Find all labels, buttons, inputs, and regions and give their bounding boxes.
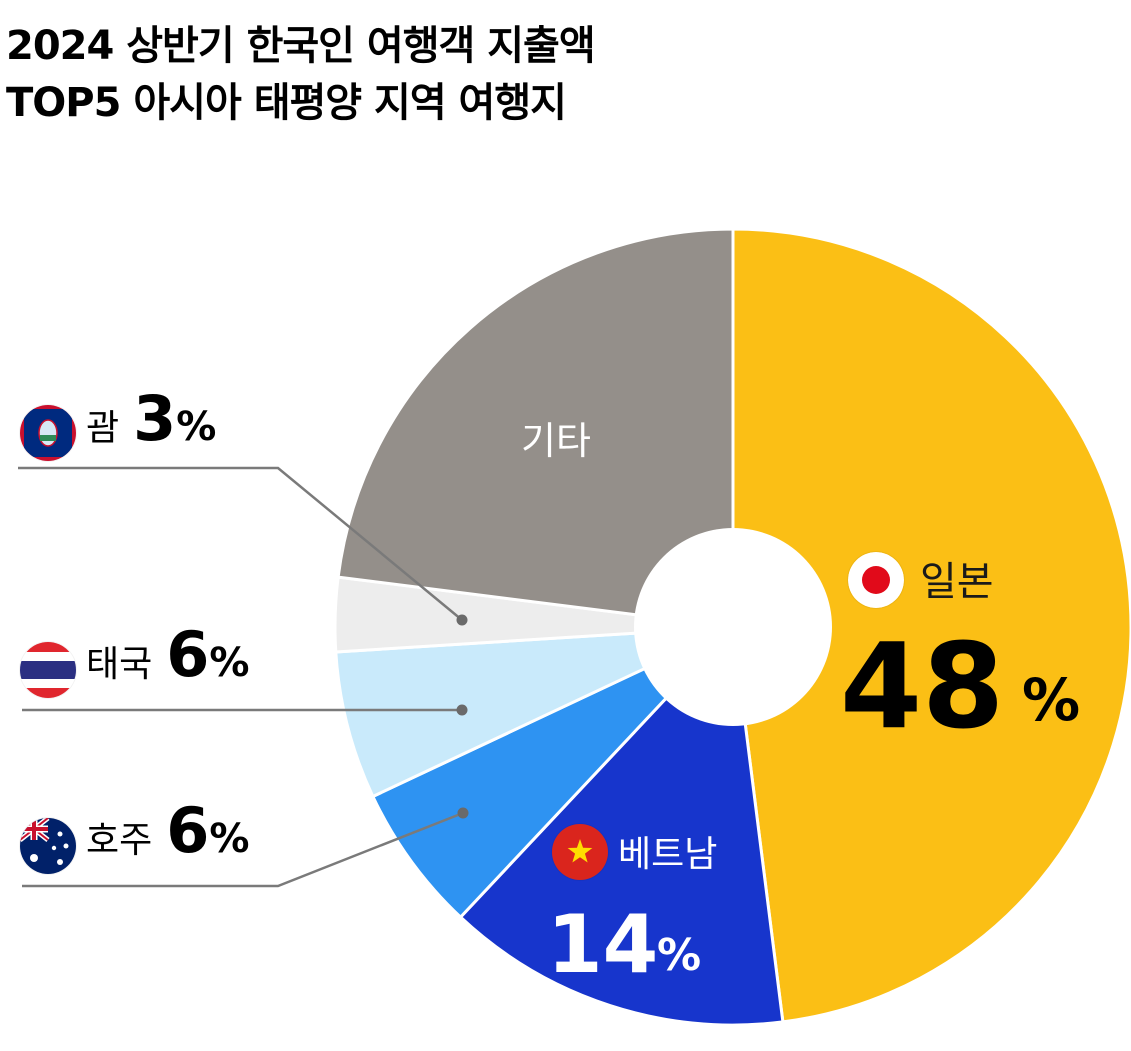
guam-flag-icon xyxy=(20,405,76,461)
japan-flag-icon xyxy=(848,552,904,608)
slice-label-others: 기타 xyxy=(521,419,591,463)
slice-value-japan: 48 xyxy=(840,617,1004,755)
callout-guam: 괌 3% xyxy=(86,382,216,455)
slice-label-japan: 일본 xyxy=(920,559,994,605)
slice-unit-japan: % xyxy=(1022,666,1080,734)
callout-value-guam: 3 xyxy=(133,382,176,455)
thailand-flag-icon xyxy=(20,642,76,698)
pie-slice-0 xyxy=(731,227,1131,1024)
slice-unit-vietnam: % xyxy=(657,930,701,981)
callout-unit-thailand: % xyxy=(209,640,250,686)
australia-flag-icon xyxy=(20,818,76,874)
slice-label-vietnam: 베트남 xyxy=(618,834,717,875)
title-line-2: TOP5 아시아 태평양 지역 여행지 xyxy=(6,80,567,126)
callout-label-thailand: 태국 xyxy=(86,644,153,685)
leader-dot-guam xyxy=(456,614,468,626)
vietnam-flag-icon xyxy=(552,824,608,880)
callout-value-australia: 6 xyxy=(166,794,209,867)
pie-slice-2 xyxy=(371,625,735,919)
callout-unit-australia: % xyxy=(209,816,250,862)
leader-dot-thailand xyxy=(456,704,468,716)
callout-label-australia: 호주 xyxy=(86,820,153,861)
pie-slice-5 xyxy=(336,227,735,629)
chart-title: 2024 상반기 한국인 여행객 지출액 TOP5 아시아 태평양 지역 여행지 xyxy=(6,18,596,132)
leader-line-guam xyxy=(18,466,463,621)
pie-slice-3 xyxy=(334,625,735,798)
callout-label-guam: 괌 xyxy=(86,408,120,449)
title-line-1: 2024 상반기 한국인 여행객 지출액 xyxy=(6,23,596,69)
callout-thailand: 태국 6% xyxy=(86,618,249,691)
callout-australia: 호주 6% xyxy=(86,794,249,867)
callout-unit-guam: % xyxy=(176,404,217,450)
slice-value-vietnam: 14 xyxy=(547,898,658,991)
leader-line-australia xyxy=(22,811,464,888)
donut-hole xyxy=(634,528,832,726)
leader-dot-australia xyxy=(457,807,469,819)
pie-slice-1 xyxy=(459,625,785,1027)
callout-value-thailand: 6 xyxy=(166,618,209,691)
